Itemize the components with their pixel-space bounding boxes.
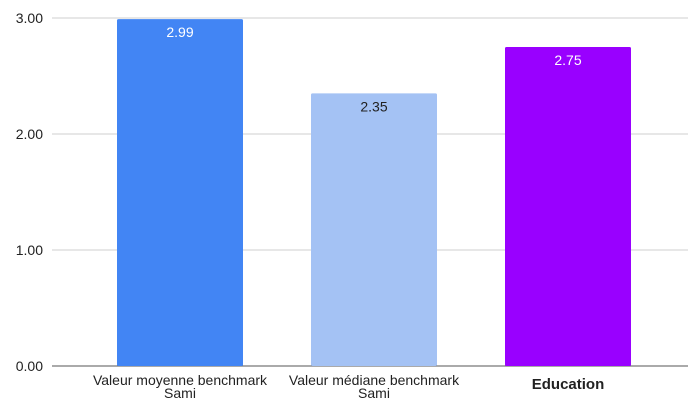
data-label: 2.75	[554, 52, 581, 68]
bar	[117, 19, 243, 366]
y-tick-label: 0.00	[16, 358, 43, 374]
data-label: 2.99	[166, 24, 193, 40]
x-category-label: Education	[532, 376, 605, 393]
x-category-label: Valeur moyenne benchmark	[93, 372, 268, 388]
x-category-label: Sami	[358, 385, 390, 401]
bar	[505, 47, 631, 366]
y-axis-tick-labels: 0.00 1.00 2.00 3.00	[16, 10, 43, 374]
bar	[311, 93, 437, 367]
x-category-label: Sami	[164, 385, 196, 401]
data-label: 2.35	[360, 98, 387, 114]
y-tick-label: 3.00	[16, 10, 43, 26]
y-tick-label: 1.00	[16, 242, 43, 258]
bars	[117, 19, 631, 367]
x-category-label: Valeur médiane benchmark	[289, 372, 460, 388]
data-labels: 2.99 2.35 2.75	[166, 24, 581, 114]
y-tick-label: 2.00	[16, 126, 43, 142]
